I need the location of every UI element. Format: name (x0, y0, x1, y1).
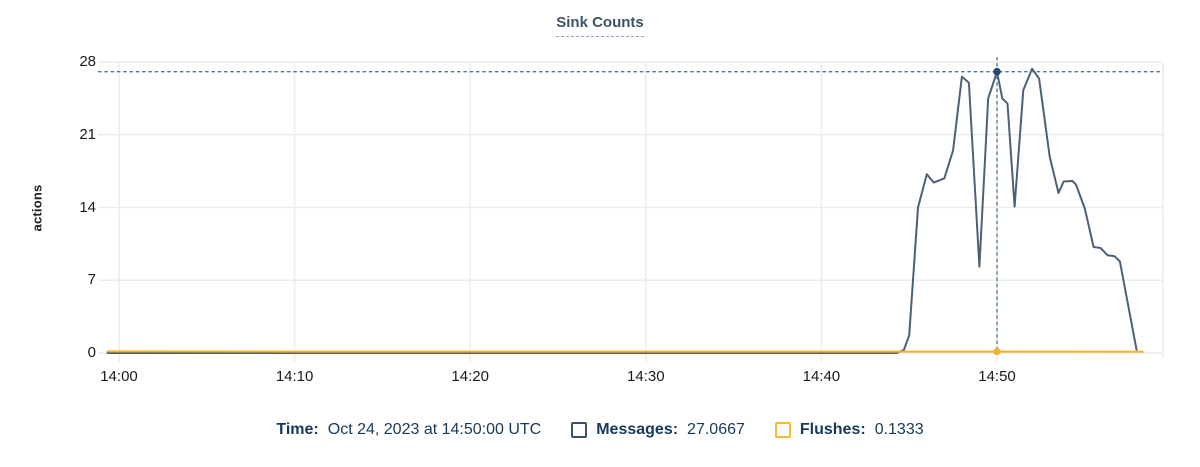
gridlines (98, 61, 1164, 362)
x-tick-label: 14:00 (100, 368, 138, 385)
flushes-label: Flushes: (799, 421, 866, 438)
x-tick-label: 14:50 (978, 368, 1016, 385)
tooltip-time: Time: Oct 24, 2023 at 14:50:00 UTC (276, 421, 541, 439)
legend-item-flushes[interactable]: Flushes: 0.1333 (774, 421, 924, 439)
tooltip-time-label: Time: (276, 421, 319, 438)
flushes-value: 0.1333 (874, 421, 924, 438)
x-tick-label: 14:30 (627, 368, 665, 385)
flushes-highlight-marker (993, 348, 1001, 356)
y-tick-label: 0 (87, 344, 96, 361)
chart-legend: Time: Oct 24, 2023 at 14:50:00 UTC Messa… (0, 421, 1200, 439)
x-tick-label: 14:20 (451, 368, 489, 385)
tooltip-time-value: Oct 24, 2023 at 14:50:00 UTC (327, 421, 542, 438)
messages-swatch-icon (571, 422, 588, 438)
x-tick-label: 14:10 (275, 368, 314, 385)
chart-header: Sink Counts (0, 14, 1200, 37)
chart-title[interactable]: Sink Counts (556, 14, 644, 37)
flushes-swatch-icon (774, 422, 791, 438)
messages-label: Messages: (596, 421, 679, 438)
messages-line (106, 67, 1138, 354)
y-tick-label: 21 (79, 125, 96, 143)
y-tick-label: 14 (79, 198, 96, 216)
y-tick-label: 7 (87, 271, 96, 289)
y-tick-label: 28 (79, 53, 96, 70)
legend-item-messages[interactable]: Messages: 27.0667 (571, 421, 745, 439)
messages-highlight-marker (993, 67, 1001, 76)
messages-value: 27.0667 (687, 421, 745, 438)
x-tick-label: 14:40 (802, 368, 841, 385)
